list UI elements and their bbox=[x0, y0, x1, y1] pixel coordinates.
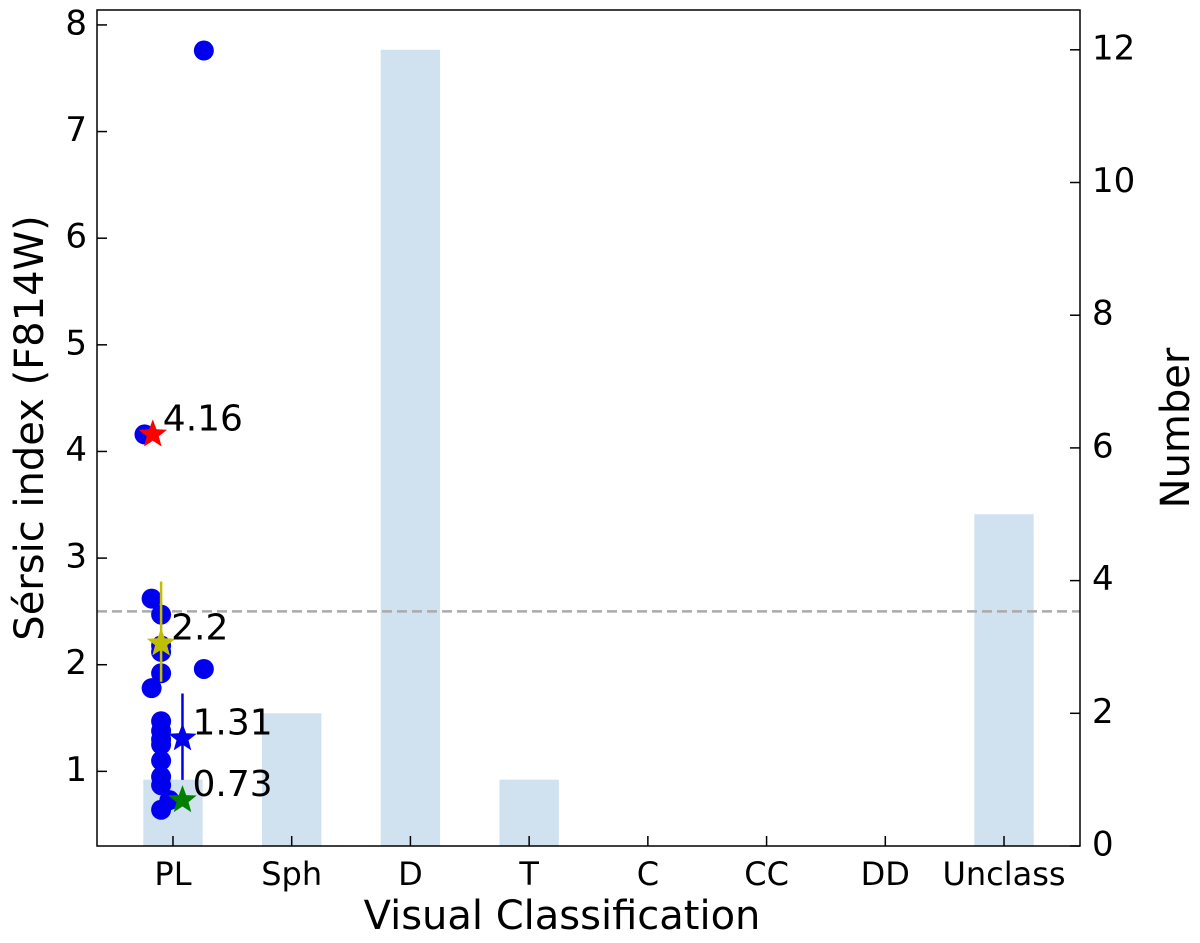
y2-axis-label: Number bbox=[1153, 347, 1199, 508]
median-star bbox=[146, 628, 176, 656]
point bbox=[141, 678, 162, 699]
star-label: 4.16 bbox=[163, 398, 243, 439]
y-tick-label: 7 bbox=[65, 110, 87, 150]
x-tick-label: PL bbox=[154, 855, 191, 893]
y-tick-label: 4 bbox=[65, 430, 87, 470]
y2-tick-label: 0 bbox=[1092, 825, 1114, 865]
bar bbox=[262, 713, 322, 846]
y-tick-label: 1 bbox=[65, 750, 87, 790]
y2-tick-label: 2 bbox=[1092, 692, 1114, 732]
bar bbox=[974, 514, 1034, 846]
y2-tick-label: 6 bbox=[1092, 426, 1114, 466]
point bbox=[193, 658, 214, 679]
x-tick-label: Unclass bbox=[942, 855, 1065, 893]
y-tick-label: 5 bbox=[65, 323, 87, 363]
x-tick-label: C bbox=[637, 855, 659, 893]
y2-tick-label: 8 bbox=[1092, 294, 1114, 334]
y-axis-label: Sérsic index (F814W) bbox=[7, 215, 53, 640]
y-tick-label: 8 bbox=[65, 3, 87, 43]
x-tick-label: Sph bbox=[261, 855, 322, 893]
x-tick-label: D bbox=[398, 855, 423, 893]
x-tick-label: CC bbox=[744, 855, 789, 893]
y2-tick-label: 12 bbox=[1092, 28, 1135, 68]
point bbox=[193, 40, 214, 61]
point bbox=[151, 734, 172, 755]
x-tick-label: T bbox=[518, 855, 539, 893]
point bbox=[151, 750, 172, 771]
star-label: 2.2 bbox=[171, 607, 228, 648]
y2-tick-label: 4 bbox=[1092, 559, 1114, 599]
y-tick-label: 2 bbox=[65, 643, 87, 683]
y-tick-label: 6 bbox=[65, 217, 87, 257]
median-star bbox=[138, 419, 168, 447]
star-label: 0.73 bbox=[192, 764, 272, 805]
plot-frame bbox=[96, 9, 1081, 847]
y-tick-label: 3 bbox=[65, 537, 87, 577]
bar bbox=[499, 779, 559, 846]
median-star bbox=[168, 785, 197, 813]
star-label: 1.31 bbox=[192, 702, 272, 743]
bar bbox=[380, 49, 441, 847]
y2-tick-label: 10 bbox=[1092, 161, 1135, 201]
x-tick-label: DD bbox=[861, 855, 910, 893]
point bbox=[151, 775, 172, 796]
point bbox=[141, 588, 162, 609]
point bbox=[159, 790, 180, 811]
median-star bbox=[168, 723, 197, 751]
x-axis-label: Visual Classification bbox=[364, 893, 761, 939]
